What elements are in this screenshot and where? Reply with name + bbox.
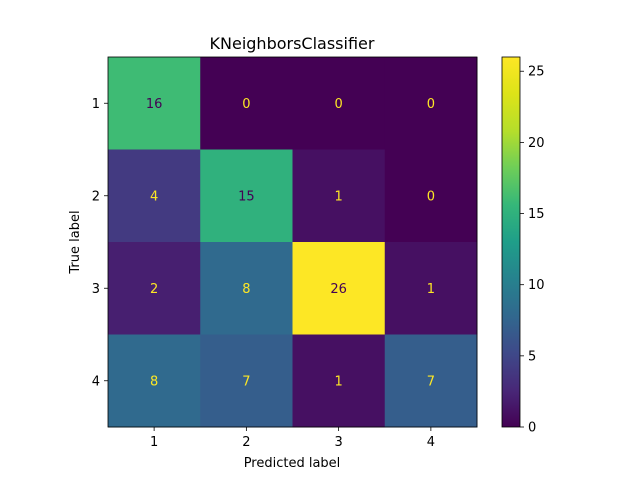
- y-tick-label: 1: [92, 97, 100, 112]
- heatmap-cell: [292, 57, 386, 150]
- cell-value-label: 1: [427, 282, 435, 297]
- cell-value-label: 8: [242, 282, 250, 297]
- colorbar-tick-label: 10: [528, 278, 545, 293]
- heatmap-cell: [292, 149, 386, 243]
- heatmap-cell: [384, 57, 478, 150]
- heatmap-cell: [384, 242, 478, 335]
- x-tick-label: 2: [242, 435, 250, 450]
- y-tick-label: 4: [92, 374, 100, 389]
- y-axis-label: True label: [68, 210, 83, 274]
- x-tick-label: 1: [150, 435, 158, 450]
- cell-value-label: 1: [334, 374, 342, 389]
- colorbar-tick-label: 5: [528, 349, 536, 364]
- colorbar-tick-label: 20: [528, 136, 545, 151]
- heatmap-cell: [292, 334, 386, 428]
- cell-value-label: 7: [427, 374, 435, 389]
- heatmap-cell: [200, 149, 293, 243]
- cell-value-label: 15: [238, 189, 255, 204]
- plot-frame: [107, 56, 478, 428]
- cell-value-label: 0: [334, 97, 342, 112]
- y-tick-label: 2: [92, 189, 100, 204]
- colorbar-tick-label: 15: [528, 207, 545, 222]
- x-axis-label: Predicted label: [244, 456, 341, 471]
- cell-value-label: 8: [150, 374, 158, 389]
- cell-value-label: 2: [150, 282, 158, 297]
- cell-value-label: 4: [150, 189, 158, 204]
- heatmap-cell: [108, 149, 201, 243]
- heatmap-cell: [108, 334, 201, 428]
- heatmap-cell: [200, 242, 293, 335]
- heatmap-cell: [108, 242, 201, 335]
- heatmap-layer: 16 0 0 0 4 15 1 0 2 8 26 1 8 7 1 7 1 2 3 4 1 2 3 4: [92, 56, 478, 450]
- colorbar: 0 5 10 15 20 25: [501, 56, 545, 436]
- cell-value-label: 0: [427, 189, 435, 204]
- cell-value-label: 7: [242, 374, 250, 389]
- heatmap-cell: [292, 242, 386, 335]
- x-tick-label: 4: [427, 435, 435, 450]
- heatmap-cell: [200, 57, 293, 150]
- heatmap-cell: [384, 149, 478, 243]
- y-tick-label: 3: [92, 282, 100, 297]
- heatmap-cell: [384, 334, 478, 428]
- cell-value-label: 0: [242, 97, 250, 112]
- colorbar-tick-label: 0: [528, 421, 536, 436]
- cell-value-label: 0: [427, 97, 435, 112]
- colorbar-gradient: [501, 56, 521, 428]
- chart-title: KNeighborsClassifier: [210, 34, 375, 53]
- heatmap-cell: [200, 334, 293, 428]
- cell-value-label: 26: [330, 282, 347, 297]
- cell-value-label: 16: [146, 97, 163, 112]
- cell-value-label: 1: [334, 189, 342, 204]
- colorbar-tick-label: 25: [528, 65, 545, 80]
- x-tick-label: 3: [334, 435, 342, 450]
- heatmap-cell: [108, 57, 201, 150]
